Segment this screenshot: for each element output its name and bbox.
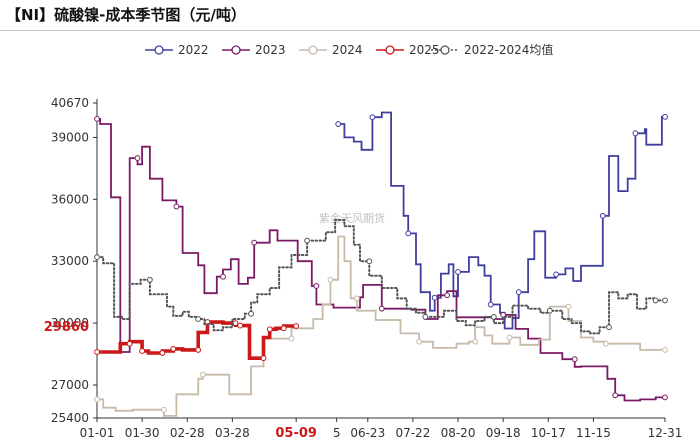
series-point (662, 297, 668, 304)
series-point (170, 345, 177, 352)
legend-swatch-marker (440, 45, 450, 55)
series-point (288, 335, 295, 342)
series-point (472, 338, 479, 345)
series-point (546, 307, 553, 314)
series-point (378, 305, 385, 312)
series-point (612, 392, 619, 399)
x-tick-label: 03-28 (215, 426, 250, 440)
series-point (304, 237, 310, 244)
x-tick-label: 12-31 (648, 426, 683, 440)
series-point (599, 212, 606, 219)
legend-entry-label: 2024 (332, 43, 363, 57)
series-point (327, 276, 334, 283)
series-point (632, 130, 639, 137)
series-point (260, 355, 267, 362)
x-tick-label: 01-30 (125, 426, 160, 440)
series-point (173, 203, 180, 210)
series-point (487, 301, 494, 308)
y-tick-label: 36000 (51, 192, 89, 206)
legend-entry-label: 2022 (178, 43, 209, 57)
series-point (662, 113, 668, 120)
series-point (139, 348, 146, 354)
y-tick-label: 25400 (51, 411, 89, 425)
legend-swatch-marker (231, 45, 241, 55)
legend-swatch-marker (385, 45, 395, 55)
x-tick-label: 11-15 (576, 426, 611, 440)
series-point (490, 314, 497, 320)
series-point (147, 276, 153, 283)
series-point (553, 271, 559, 278)
y-tick-label: 27000 (51, 378, 89, 392)
legend-entry-label: 2022-2024均值 (464, 42, 553, 57)
series-point (422, 314, 429, 320)
series-point (602, 340, 609, 347)
series-point (251, 239, 258, 246)
series-point (431, 294, 438, 301)
legend-swatch-marker (308, 45, 318, 55)
series-point (232, 320, 239, 327)
series-point (444, 292, 451, 299)
series-point (94, 115, 100, 122)
series-point (565, 303, 572, 310)
series-point (126, 340, 133, 347)
series-point (455, 269, 461, 275)
series-point (199, 371, 206, 378)
series-point (353, 295, 360, 302)
x-tick-label: 09-18 (486, 426, 521, 440)
legend-entry-label: 2023 (255, 43, 286, 57)
series-point (313, 283, 320, 289)
series-line-1 (97, 118, 665, 402)
series-point (366, 258, 373, 265)
series-point (652, 297, 659, 304)
x-tick-label: 06-23 (350, 426, 385, 440)
legend-swatch-marker (154, 45, 164, 55)
series-point (220, 273, 226, 280)
series-point (369, 114, 376, 121)
series-line-2 (97, 235, 665, 417)
series-point (134, 155, 141, 161)
series-point (662, 394, 668, 401)
series-point (237, 322, 244, 329)
x-tick-label: 5 (333, 426, 341, 440)
series-point (248, 310, 254, 317)
series-point (571, 356, 578, 363)
title-divider (0, 30, 700, 31)
x-tick-label-highlight: 05-09 (275, 426, 317, 441)
highlight-value-label: 29860 (44, 320, 89, 335)
series-point (515, 289, 522, 296)
x-tick-label: 02-28 (170, 426, 205, 440)
series-point (416, 338, 423, 345)
x-tick-label: 08-20 (441, 426, 476, 440)
series-point (266, 326, 273, 333)
y-tick-label: 39000 (51, 130, 89, 144)
series-point (662, 347, 668, 353)
y-tick-label: 30000 (51, 316, 89, 330)
x-tick-label: 01-01 (80, 426, 115, 440)
series-point (195, 316, 202, 322)
series-point (293, 323, 300, 329)
y-tick-label: 40670 (51, 96, 89, 110)
series-line-0 (338, 111, 665, 330)
series-line-4 (96, 219, 666, 335)
series-point (506, 334, 513, 341)
y-tick-label: 33000 (51, 254, 89, 268)
series-point (161, 406, 167, 413)
chart-title: 【NI】硫酸镍-成本季节图（元/吨） (6, 6, 246, 24)
x-tick-label: 10-17 (531, 426, 566, 440)
series-point (606, 324, 612, 331)
series-point (94, 254, 100, 260)
legend-entry-label: 2025 (409, 43, 440, 57)
series-point (159, 350, 166, 356)
watermark-text: 紫金天风期货 (319, 211, 385, 225)
series-point (280, 325, 287, 332)
x-tick-label: 07-22 (395, 426, 430, 440)
series-point (94, 396, 100, 403)
series-point (335, 121, 342, 127)
series-point (195, 347, 202, 353)
series-point (405, 230, 412, 237)
series-point (94, 349, 100, 355)
